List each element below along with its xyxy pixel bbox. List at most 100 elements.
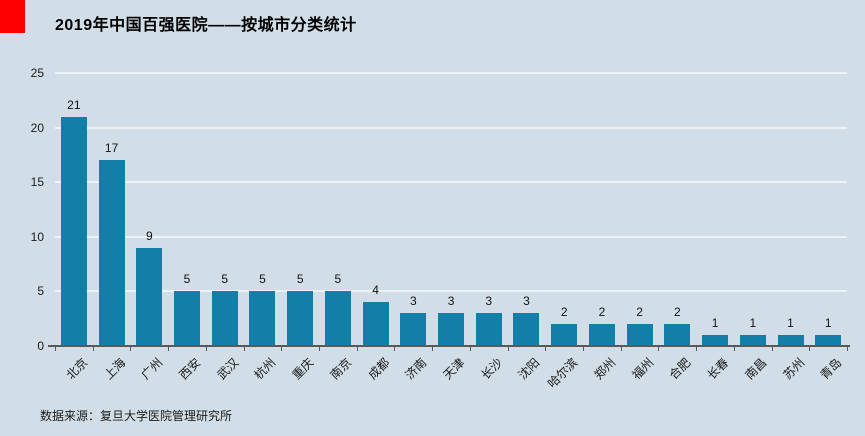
x-axis-tick [847, 346, 848, 351]
bar-group: 5 重庆 [281, 73, 319, 382]
gridline [55, 290, 847, 293]
bar-value-label: 21 [67, 98, 81, 112]
bar [702, 335, 729, 346]
bar-value-label: 2 [598, 305, 606, 319]
plot-area: 21 北京 17 上海 9 广州 5 西安 5 武汉 5 杭州 5 重庆 5 南京 4 成都 3 济南 3 天津 3 长沙 3 沈… [55, 73, 847, 391]
x-axis-tick [318, 346, 320, 351]
bar [60, 117, 87, 346]
x-axis-tick [130, 346, 132, 351]
bar [362, 302, 389, 346]
bar-group: 5 武汉 [206, 73, 244, 382]
bar-value-label: 1 [824, 316, 832, 330]
x-axis-tick [733, 346, 735, 351]
bar-value-label: 2 [674, 305, 681, 319]
bar [551, 324, 578, 346]
y-axis-tick-label: 0 [37, 339, 44, 353]
bar [249, 291, 276, 346]
bar-group: 1 长春 [696, 73, 734, 382]
data-source-note: 数据来源：复旦大学医院管理研究所 [40, 409, 233, 423]
gridline [55, 181, 847, 184]
bar-value-label: 3 [485, 294, 493, 308]
x-axis-tick [809, 346, 811, 351]
x-axis-label: 青岛 [817, 355, 845, 383]
bar-group: 2 郑州 [583, 73, 621, 382]
y-axis-tick-label: 25 [30, 66, 44, 80]
bar-group: 4 成都 [357, 73, 395, 382]
bar [664, 324, 691, 346]
bar-value-label: 5 [334, 272, 342, 286]
bar [136, 248, 163, 346]
y-axis-tick-label: 5 [37, 284, 44, 299]
x-axis-label: 武汉 [214, 355, 242, 383]
x-axis-tick [469, 346, 471, 351]
bar-value-label: 4 [372, 283, 379, 297]
x-axis-label: 重庆 [289, 355, 317, 383]
bar-value-label: 3 [409, 294, 417, 308]
x-axis-label: 西安 [176, 355, 204, 383]
bar [211, 291, 238, 346]
x-axis-tick [92, 346, 94, 351]
x-axis-label: 郑州 [591, 355, 619, 383]
x-axis-tick [168, 346, 170, 351]
bar [513, 313, 540, 346]
x-axis-label: 合肥 [666, 355, 694, 383]
gridline [55, 126, 847, 129]
bar-value-label: 5 [221, 272, 229, 286]
gridline [55, 235, 847, 238]
bar-group: 3 沈阳 [508, 73, 546, 382]
x-axis-label: 济南 [402, 355, 430, 383]
x-axis-tick [545, 346, 547, 351]
y-axis-tick-label: 20 [30, 120, 44, 135]
x-axis-label: 福州 [629, 355, 656, 383]
x-axis-tick [696, 346, 698, 351]
bar-chart: 0 5 10 15 20 25 21 北京 17 上海 9 广州 5 西安 5 武汉 5 杭州 5 重庆 5 南京 4 成都… [31, 66, 850, 391]
bar [287, 291, 314, 346]
bar [475, 313, 502, 346]
bar-group: 3 天津 [432, 73, 470, 382]
bar-value-label: 5 [183, 272, 191, 286]
bar-group: 17 上海 [93, 73, 131, 382]
x-axis-line [48, 345, 850, 347]
x-axis-label: 成都 [365, 355, 392, 383]
x-axis-tick [281, 346, 283, 351]
x-axis-label: 苏州 [779, 355, 807, 383]
bar [400, 313, 427, 346]
bar-group: 1 苏州 [772, 73, 810, 382]
bar-group: 3 济南 [394, 73, 432, 382]
x-axis-tick [507, 346, 509, 351]
x-axis-label: 北京 [63, 355, 91, 383]
bar-group: 2 福州 [621, 73, 659, 382]
bar-value-label: 3 [447, 294, 455, 308]
bar [174, 291, 201, 346]
x-axis-label: 杭州 [251, 355, 279, 383]
bar [777, 335, 804, 346]
bar-group: 3 长沙 [470, 73, 508, 382]
x-axis-label: 广州 [138, 355, 166, 383]
bar-group: 1 南昌 [734, 73, 772, 382]
x-axis-label: 天津 [440, 355, 468, 383]
bar-value-label: 5 [259, 272, 266, 286]
bar-group: 21 北京 [55, 73, 93, 382]
bar [588, 324, 615, 346]
gridline [55, 72, 847, 74]
x-axis-tick [55, 346, 56, 351]
bar-value-label: 5 [296, 272, 304, 286]
title-accent-square [0, 0, 25, 33]
bar-group: 5 西安 [168, 73, 206, 382]
bar-value-label: 1 [787, 316, 794, 330]
x-axis-tick [582, 346, 584, 351]
x-axis-label: 南京 [327, 355, 355, 383]
bar-value-label: 3 [523, 294, 530, 308]
x-axis-tick [205, 346, 207, 351]
bar [324, 291, 351, 346]
bar-value-label: 9 [145, 229, 153, 243]
bar-group: 5 南京 [319, 73, 357, 382]
bar [98, 160, 125, 346]
bar-group: 1 青岛 [809, 73, 847, 382]
bar-group: 5 杭州 [244, 73, 282, 382]
x-axis-label: 沈阳 [515, 355, 543, 383]
x-axis-tick [243, 346, 245, 351]
y-axis-tick-label: 10 [30, 229, 44, 244]
x-axis-tick [356, 346, 358, 351]
